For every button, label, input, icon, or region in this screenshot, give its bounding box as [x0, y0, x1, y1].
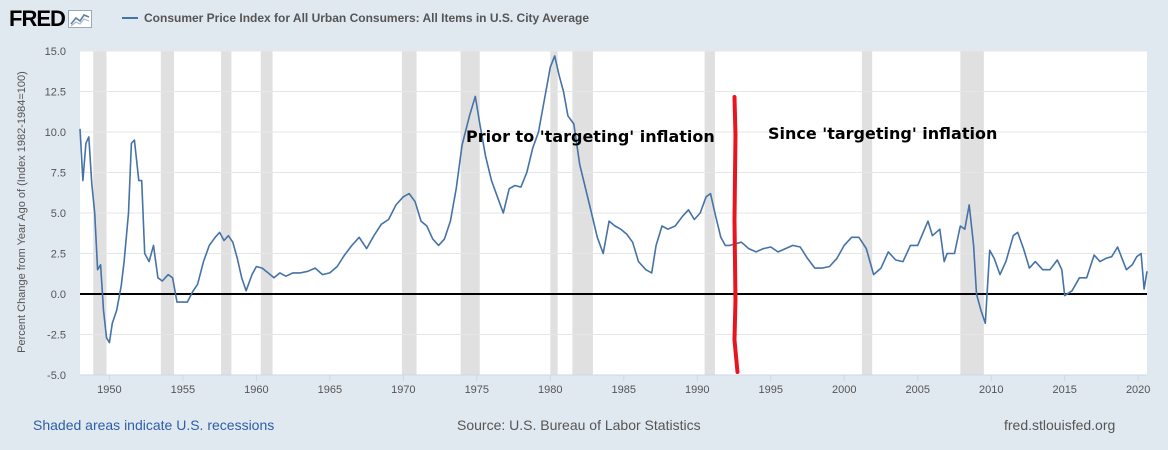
x-tick-label: 2010 [979, 384, 1003, 396]
y-tick-label: 2.5 [51, 249, 66, 261]
fred-logo[interactable]: FRED [9, 6, 92, 32]
y-tick-label: 12.5 [45, 87, 66, 99]
cpi-series-line[interactable] [79, 55, 1148, 344]
annotation-prior-targeting: Prior to 'targeting' inflation [466, 127, 715, 146]
recessions-note[interactable]: Shaded areas indicate U.S. recessions [33, 417, 275, 433]
y-tick-label: 5.0 [51, 208, 66, 220]
chart-legend[interactable]: Consumer Price Index for All Urban Consu… [122, 11, 589, 25]
x-tick-label: 1985 [612, 384, 636, 396]
y-tick-label: 7.5 [51, 168, 66, 180]
y-tick-label: 10.0 [45, 127, 66, 139]
legend-series-label: Consumer Price Index for All Urban Consu… [144, 11, 589, 25]
annotation-since-targeting: Since 'targeting' inflation [768, 124, 997, 143]
x-tick-label: 1965 [318, 384, 342, 396]
fred-logo-text: FRED [9, 6, 66, 31]
chart-header: FRED Consumer Price Index for All Urban … [0, 0, 1168, 40]
legend-swatch [122, 17, 138, 19]
x-tick-label: 1990 [685, 384, 709, 396]
x-tick-label: 2015 [1052, 384, 1076, 396]
x-tick-label: 1970 [391, 384, 415, 396]
targeting-divider-line [732, 95, 740, 374]
x-tick-label: 1980 [538, 384, 562, 396]
y-tick-label: 0.0 [51, 289, 66, 301]
y-tick-label: 15.0 [45, 46, 66, 58]
x-tick-label: 1975 [465, 384, 489, 396]
x-tick-label: 1955 [171, 384, 195, 396]
line-chart-icon [67, 10, 92, 28]
x-tick-label: 2000 [832, 384, 856, 396]
y-tick-label: -5.0 [47, 370, 66, 382]
y-tick-label: -2.5 [47, 330, 66, 342]
source-note: Source: U.S. Bureau of Labor Statistics [457, 417, 701, 433]
fred-site-link[interactable]: fred.stlouisfed.org [1004, 417, 1116, 433]
x-tick-label: 1960 [244, 384, 268, 396]
x-tick-label: 1995 [759, 384, 783, 396]
x-tick-label: 1950 [97, 384, 121, 396]
x-tick-label: 2005 [905, 384, 929, 396]
x-tick-label: 2020 [1126, 384, 1150, 396]
y-axis-label: Percent Change from Year Ago of (Index 1… [16, 71, 28, 353]
